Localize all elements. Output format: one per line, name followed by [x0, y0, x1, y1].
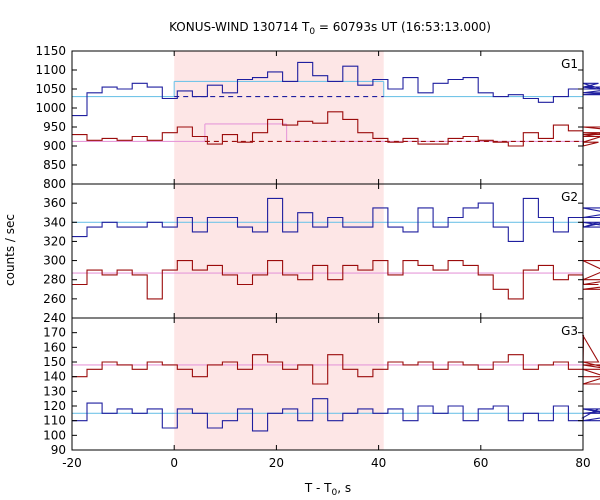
y-tick-label: 160: [43, 340, 66, 354]
y-tick-label: 1150: [35, 44, 66, 58]
burst-interval-shade: [174, 318, 384, 450]
x-axis-label-subscript: 0: [332, 488, 338, 498]
y-tick-label: 360: [43, 196, 66, 210]
y-tick-label: 950: [43, 120, 66, 134]
x-tick-label: 0: [170, 456, 178, 470]
burst-interval-shade: [174, 184, 384, 318]
y-tick-label: 850: [43, 158, 66, 172]
panel-frame: [71, 317, 584, 451]
x-tick-label: 80: [575, 456, 590, 470]
y-tick-label: 100: [43, 428, 66, 442]
y-tick-label: 340: [43, 215, 66, 229]
y-tick-label: 900: [43, 139, 66, 153]
y-tick-label: 280: [43, 273, 66, 287]
y-tick-label: 300: [43, 254, 66, 268]
y-tick-label: 170: [43, 326, 66, 340]
panel-label: G3: [561, 324, 578, 338]
chart-title-main: KONUS-WIND 130714 T: [169, 20, 310, 34]
y-tick-label: 90: [51, 443, 66, 457]
x-tick-label: 20: [269, 456, 284, 470]
chart-title-subscript: 0: [309, 27, 315, 37]
y-tick-label: 260: [43, 292, 66, 306]
y-tick-label: 120: [43, 399, 66, 413]
series-blue-histogram: [72, 197, 600, 242]
panel-label: G1: [561, 57, 578, 71]
y-tick-label: 1000: [35, 101, 66, 115]
x-tick-label: 60: [473, 456, 488, 470]
panel-label: G2: [561, 190, 578, 204]
chart-title-rest: = 60793s UT (16:53:13.000): [315, 20, 491, 34]
y-tick-label: 1100: [35, 63, 66, 77]
series-blue-histogram: [72, 398, 600, 432]
panels-group: 8008509009501000105011001150G12402602803…: [35, 44, 600, 470]
y-tick-label: 240: [43, 311, 66, 325]
x-axis-label: T - T0, s: [304, 481, 351, 498]
series-red-histogram: [72, 335, 600, 385]
series-blue-histogram: [72, 61, 600, 117]
series-red-histogram: [72, 260, 600, 300]
y-tick-label: 140: [43, 370, 66, 384]
panel-g2: 240 260 280 300 320 340 360 G2: [43, 183, 600, 325]
x-axis-label-rest: , s: [337, 481, 351, 495]
y-tick-label: 150: [43, 355, 66, 369]
panel-g1: 800 850 900 950 1000 1050 1100 1150 G1: [35, 44, 600, 191]
chart-title: KONUS-WIND 130714 T0 = 60793s UT (16:53:…: [169, 20, 491, 37]
x-axis-label-main: T - T: [304, 481, 332, 495]
burst-interval-shade: [174, 51, 384, 184]
y-tick-label: 110: [43, 414, 66, 428]
y-tick-label: 800: [43, 177, 66, 191]
x-tick-label: -20: [62, 456, 82, 470]
x-tick-label: 40: [371, 456, 386, 470]
y-tick-label: 320: [43, 234, 66, 248]
y-tick-label: 130: [43, 384, 66, 398]
y-axis-label: counts / sec: [3, 214, 17, 286]
y-tick-label: 1050: [35, 82, 66, 96]
series-red-histogram: [72, 111, 600, 147]
